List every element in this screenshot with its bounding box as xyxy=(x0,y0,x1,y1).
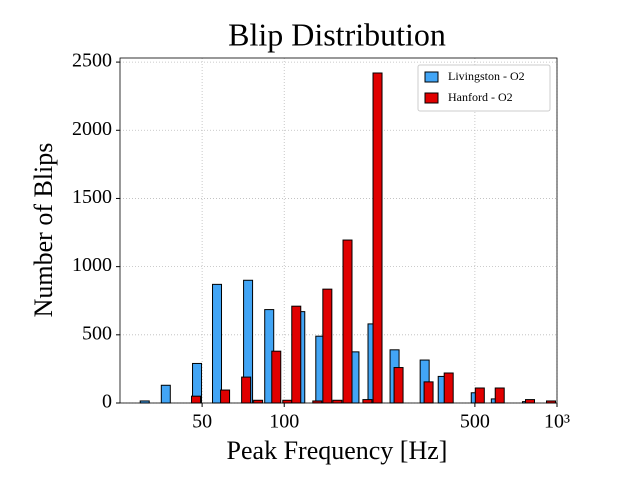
bar xyxy=(253,399,264,404)
x-tick-label: 50 xyxy=(192,411,212,433)
x-axis-label: Peak Frequency [Hz] xyxy=(227,436,448,465)
bar xyxy=(160,384,171,404)
bar xyxy=(423,381,434,404)
x-tick-label: 10³ xyxy=(544,411,570,433)
bar xyxy=(291,305,302,404)
bar xyxy=(322,288,333,404)
legend-box xyxy=(417,64,551,112)
y-tick-label: 1500 xyxy=(72,186,112,208)
chart-title: Blip Distribution xyxy=(228,16,446,52)
legend-swatch xyxy=(424,92,439,104)
y-tick-label: 2500 xyxy=(72,50,112,72)
legend-label: Livingston - O2 xyxy=(448,69,525,83)
legend: Livingston - O2 Hanford - O2 xyxy=(417,64,551,112)
x-tick-label: 500 xyxy=(460,411,490,433)
bar xyxy=(271,350,282,404)
bar xyxy=(474,387,485,404)
y-tick-label: 500 xyxy=(82,322,112,344)
bar xyxy=(393,367,404,404)
bar xyxy=(494,387,505,404)
bar xyxy=(372,72,383,404)
bar xyxy=(332,399,343,404)
bar xyxy=(191,395,202,404)
bar xyxy=(282,399,293,404)
x-tick-label: 100 xyxy=(269,411,299,433)
bar xyxy=(342,239,353,404)
legend-label: Hanford - O2 xyxy=(448,90,513,104)
bar xyxy=(220,389,231,404)
plot-frame xyxy=(119,57,558,404)
y-tick-label: 0 xyxy=(102,391,112,413)
legend-swatch xyxy=(424,71,439,83)
y-axis-label: Number of Blips xyxy=(29,143,58,318)
bar xyxy=(362,399,373,404)
y-tick-label: 2000 xyxy=(72,118,112,140)
bar xyxy=(241,376,252,404)
bar xyxy=(525,399,536,404)
bar xyxy=(212,283,223,404)
y-tick-label: 1000 xyxy=(72,254,112,276)
bar xyxy=(443,372,454,404)
